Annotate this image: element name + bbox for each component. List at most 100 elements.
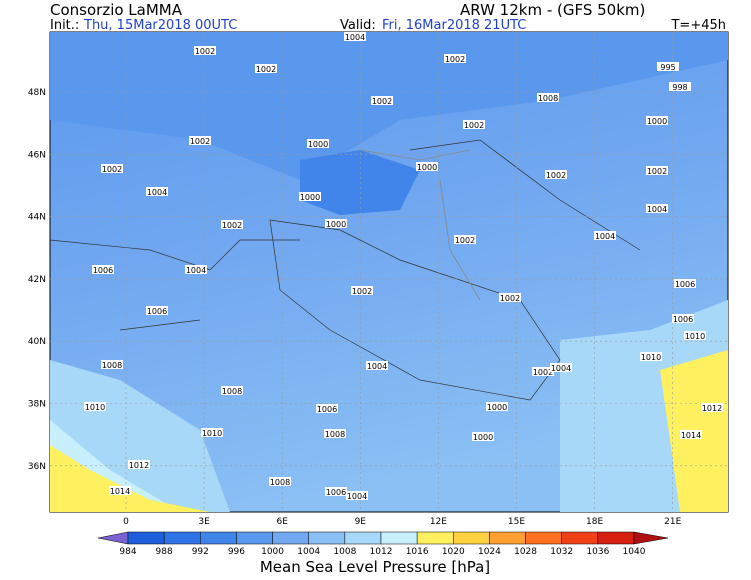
isobar-label-bg	[101, 164, 123, 173]
coast-italy	[269, 219, 561, 401]
isobar-label: 1006	[317, 405, 337, 414]
isobar-label-bg	[325, 487, 347, 496]
lat-label: 42N	[28, 275, 46, 285]
isobar-label-bg	[324, 429, 346, 438]
isobar-label-bg	[201, 428, 223, 437]
isobar-label-bg	[92, 265, 114, 274]
colorbar-label: 1012	[370, 547, 393, 557]
isobar-label: 1008	[270, 478, 290, 487]
isobar-label: 1012	[129, 461, 149, 470]
colorbar-label: 1032	[550, 547, 573, 557]
isobar-label-bg	[307, 139, 329, 148]
isobar-label: 1000	[417, 163, 437, 172]
isobar-label-bg	[101, 360, 123, 369]
colorbar-label: 1000	[261, 547, 284, 557]
lat-label: 46N	[28, 150, 46, 160]
coastlines	[49, 139, 641, 331]
isobar-label: 1006	[673, 315, 693, 324]
isobar-label: 1000	[473, 433, 493, 442]
lon-label: 12E	[430, 517, 447, 527]
map: 48N 46N 44N 42N 40N 38N 36N 0 3E 6E 9E 12E 15E 18E 21…	[28, 31, 729, 527]
isobar-label-bg	[194, 46, 216, 55]
isobar-label-bg	[680, 430, 702, 439]
isobar-label-bg	[545, 170, 567, 179]
isobar-label: 1012	[702, 404, 722, 413]
lat-label: 36N	[28, 462, 46, 472]
colorbar-segment	[525, 531, 562, 545]
isobar-label-bg	[486, 402, 508, 411]
colorbar-label: 1008	[333, 547, 356, 557]
borders	[359, 149, 481, 301]
isobar-label: 1002	[352, 287, 372, 296]
colorbar-label: 1040	[623, 547, 646, 557]
isobar-label-bg	[444, 54, 466, 63]
isobar-label-bg	[674, 279, 696, 288]
isobar-label: 1002	[500, 294, 520, 303]
colorbar-label: 1004	[297, 547, 320, 557]
lat-label: 38N	[28, 400, 46, 410]
valid: Fri, 16Mar2018 21UTC	[382, 18, 526, 33]
isobar-label-bg	[646, 166, 668, 175]
isobar-label: 998	[672, 83, 687, 92]
colorbar-label: 1028	[514, 547, 537, 557]
isobar-label-bg	[646, 116, 668, 125]
isobar-label-bg	[640, 352, 662, 361]
isobar-label: 1008	[222, 387, 242, 396]
isobar-label: 1010	[85, 403, 105, 412]
colorbar-label: 984	[119, 547, 136, 557]
isobar-label: 1000	[300, 193, 320, 202]
colorbar-label: 988	[156, 547, 173, 557]
isobar-label-bg	[221, 220, 243, 229]
colorbar-label: 1036	[586, 547, 609, 557]
isobar-label: 1000	[487, 403, 507, 412]
isobar-label-bg	[371, 96, 393, 105]
isobar-label: 1002	[102, 165, 122, 174]
isobar-label: 1000	[308, 140, 328, 149]
isobar-label-bg	[366, 361, 388, 370]
colorbar-segment	[597, 531, 635, 545]
isobar-label-bg	[532, 367, 554, 376]
lon-label: 18E	[586, 517, 603, 527]
isobar-label: 1006	[675, 280, 695, 289]
isobar-label-bg	[594, 231, 616, 240]
colorbar-low-tip	[97, 531, 129, 545]
isobar-label: 1004	[345, 33, 365, 42]
isobar-label-bg	[351, 286, 373, 295]
init: Thu, 15Mar2018 00UTC	[83, 18, 237, 33]
isobar-label-bg	[146, 306, 168, 315]
isobar-label: 1002	[256, 65, 276, 74]
colorbar-segment	[272, 531, 309, 545]
isobar-label: 1004	[647, 205, 667, 214]
isobar-label: 1002	[222, 221, 242, 230]
isobar-label: 1002	[546, 171, 566, 180]
isobar-label: 1010	[685, 332, 705, 341]
isobar-label: 1014	[110, 487, 130, 496]
isobar-label: 1006	[93, 266, 113, 275]
colorbar-title: Mean Sea Level Pressure [hPa]	[260, 558, 490, 576]
colorbar-segment	[344, 531, 382, 545]
isobar-label: 1008	[102, 361, 122, 370]
isobar-label: 1010	[202, 429, 222, 438]
isobar-label-bg	[221, 386, 243, 395]
isobar-label-bg	[346, 491, 368, 500]
colorbar-high-tip	[633, 531, 669, 545]
isobar-label: 1006	[147, 307, 167, 316]
lat-label: 48N	[28, 88, 46, 98]
low-pressure-zone	[50, 32, 728, 180]
lon-label: 0	[123, 517, 129, 527]
colorbar-segment	[200, 531, 237, 545]
colorbar-segment	[236, 531, 273, 545]
colorbar-label: 1016	[406, 547, 429, 557]
isobar-label-bg	[472, 432, 494, 441]
valid-label: Valid:	[340, 18, 376, 33]
colorbar-segment	[453, 531, 490, 545]
isobar-label: 1002	[533, 368, 553, 377]
isobar-label: 1000	[326, 220, 346, 229]
org: Consorzio LaMMA	[50, 1, 183, 19]
isobar-label-bg	[316, 404, 338, 413]
isobar-label-bg	[657, 62, 679, 71]
isobar-label-bg	[255, 64, 277, 73]
isobar-label-bg	[185, 265, 207, 274]
lon-label: 9E	[355, 517, 367, 527]
